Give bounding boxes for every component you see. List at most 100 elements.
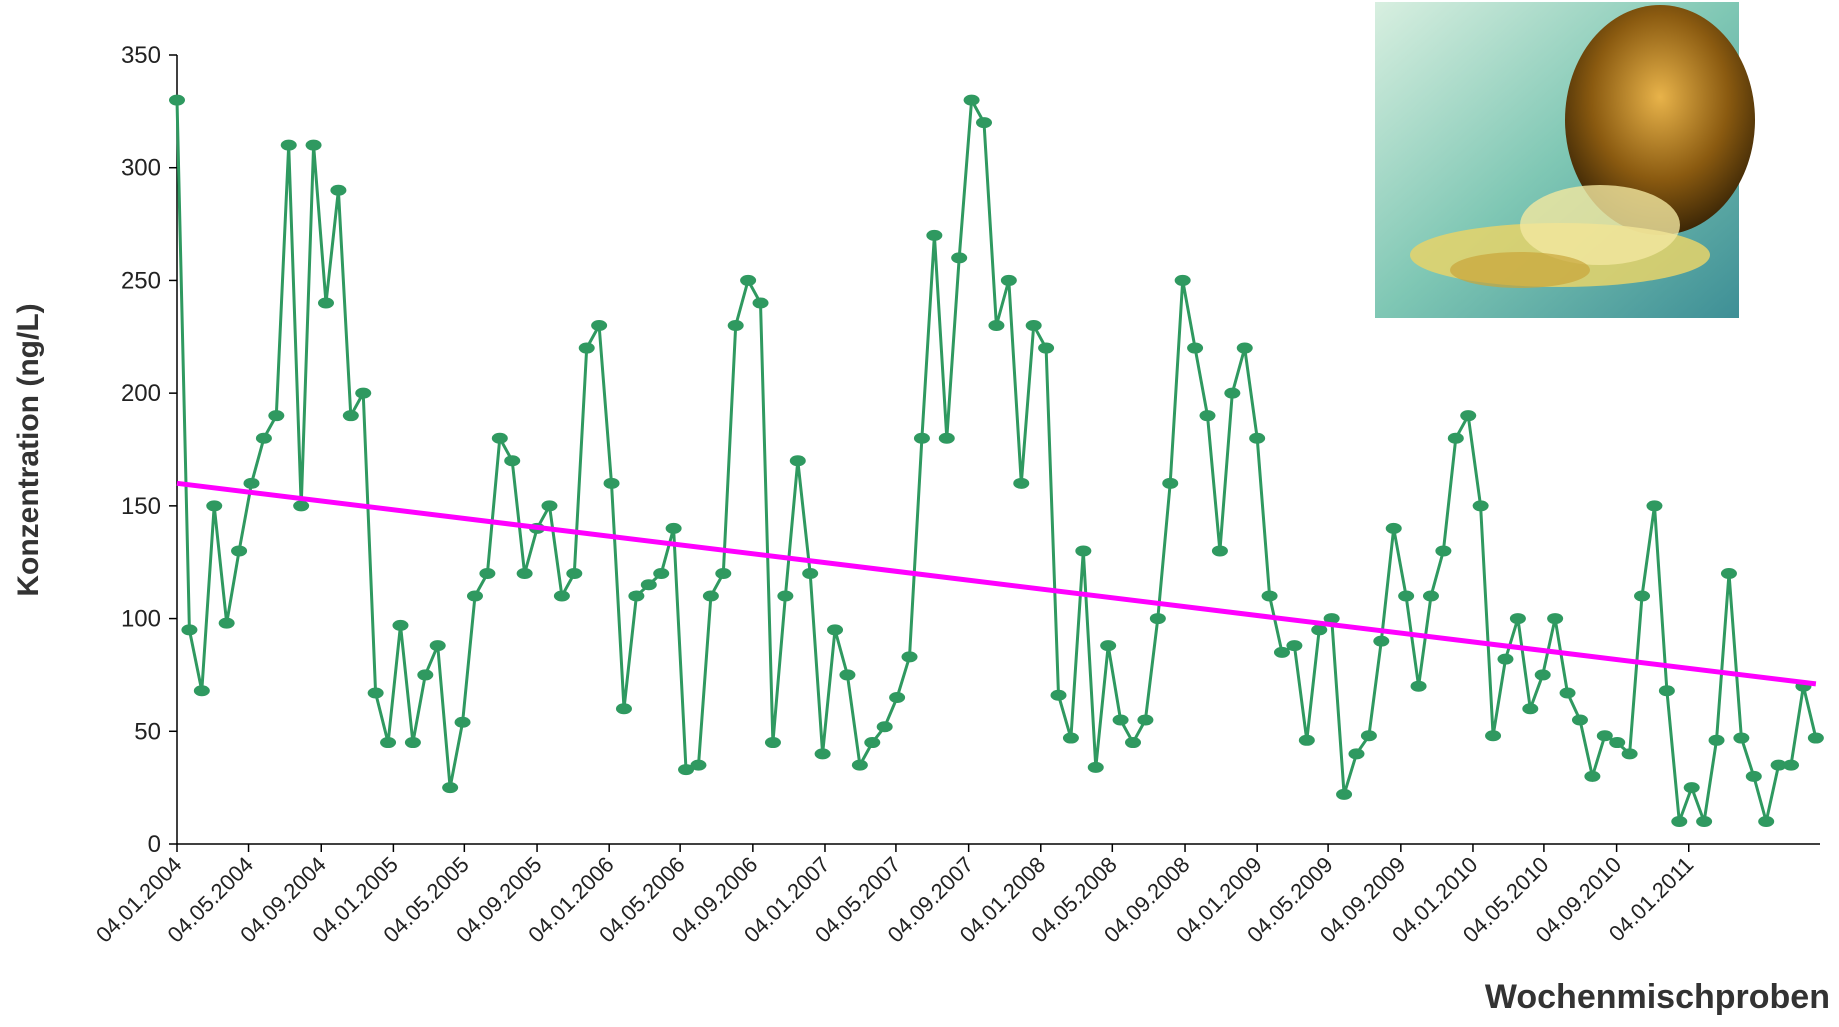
data-point [466, 590, 483, 602]
y-tick-label: 100 [121, 606, 161, 633]
data-point [293, 500, 310, 512]
data-point [1398, 590, 1415, 602]
photo-inset [1375, 2, 1755, 318]
data-point [690, 759, 707, 771]
data-point [1447, 432, 1464, 444]
data-point [566, 567, 583, 579]
data-point [1062, 732, 1079, 744]
data-point [1621, 748, 1638, 760]
data-point [827, 624, 844, 636]
data-point [1435, 545, 1452, 557]
data-point [1100, 640, 1117, 652]
data-point [1323, 613, 1340, 625]
data-point [1708, 734, 1725, 746]
data-point [1125, 737, 1142, 749]
data-point [777, 590, 794, 602]
data-point [181, 624, 198, 636]
data-point [429, 640, 446, 652]
data-point [1783, 759, 1800, 771]
data-point [268, 410, 285, 422]
data-point [1609, 737, 1626, 749]
data-point [653, 567, 670, 579]
data-point [1584, 770, 1601, 782]
data-point [479, 567, 496, 579]
data-point [1261, 590, 1278, 602]
data-point [913, 432, 930, 444]
data-point [417, 669, 434, 681]
data-point [1472, 500, 1489, 512]
data-point [740, 274, 757, 286]
y-tick-label: 50 [134, 718, 161, 745]
y-axis-label: Konzentration (ng/L) [12, 303, 45, 596]
data-point [1460, 410, 1477, 422]
data-point [951, 252, 968, 264]
data-point [1224, 387, 1241, 399]
data-point [1758, 815, 1775, 827]
data-point [553, 590, 570, 602]
data-point [1671, 815, 1688, 827]
data-point [1187, 342, 1204, 354]
data-point [1038, 342, 1055, 354]
data-point [317, 297, 334, 309]
data-point [1596, 730, 1613, 742]
y-tick-label: 0 [148, 831, 161, 858]
data-point [1646, 500, 1663, 512]
data-point [988, 320, 1005, 332]
data-point [963, 94, 980, 106]
data-point [1410, 680, 1427, 692]
data-point [764, 737, 781, 749]
data-point [392, 619, 409, 631]
data-point [1137, 714, 1154, 726]
data-point [1373, 635, 1390, 647]
data-point [1385, 522, 1402, 534]
y-tick-label: 350 [121, 42, 161, 69]
data-point [1025, 320, 1042, 332]
data-point [342, 410, 359, 422]
data-point [1807, 732, 1824, 744]
data-point [1000, 274, 1017, 286]
data-point [1696, 815, 1713, 827]
data-point [206, 500, 223, 512]
data-point [280, 139, 297, 151]
data-point [1571, 714, 1588, 726]
data-point [218, 617, 235, 629]
data-point [976, 117, 993, 129]
data-point [193, 685, 210, 697]
data-point [752, 297, 769, 309]
data-point [454, 716, 471, 728]
data-point [889, 691, 906, 703]
data-point [1087, 761, 1104, 773]
data-point [442, 782, 459, 794]
data-point [1298, 734, 1315, 746]
data-point [1745, 770, 1762, 782]
data-point [1497, 653, 1514, 665]
trend-line [176, 480, 1817, 687]
data-point [727, 320, 744, 332]
data-point [578, 342, 595, 354]
data-point [839, 669, 856, 681]
data-point [1174, 274, 1191, 286]
data-point [305, 139, 322, 151]
data-point [1013, 477, 1030, 489]
data-point [1634, 590, 1651, 602]
data-point [1360, 730, 1377, 742]
y-tick-label: 150 [121, 493, 161, 520]
data-point [876, 721, 893, 733]
data-point [491, 432, 508, 444]
data-point [243, 477, 260, 489]
data-point [380, 737, 397, 749]
data-point [1547, 613, 1564, 625]
data-point [789, 455, 806, 467]
data-point [640, 579, 657, 591]
data-point [1149, 613, 1166, 625]
data-point [1050, 689, 1067, 701]
data-point [938, 432, 955, 444]
data-point [1112, 714, 1129, 726]
data-point [628, 590, 645, 602]
data-point [1658, 685, 1675, 697]
data-point [1422, 590, 1439, 602]
data-point [814, 748, 831, 760]
data-point [255, 432, 272, 444]
